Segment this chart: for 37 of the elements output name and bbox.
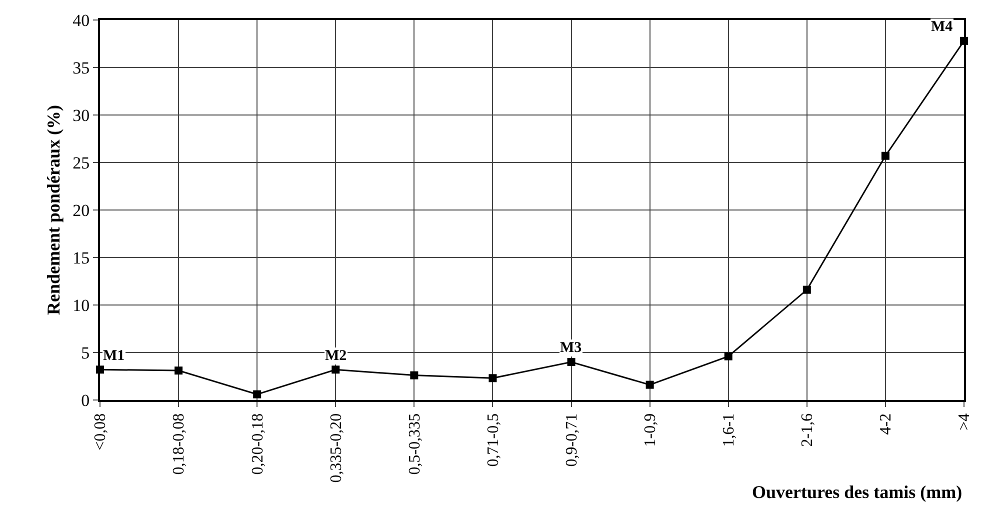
x-tick-label: 0,5-0,335 [406,413,424,475]
x-tick-label: 1-0,9 [642,413,660,447]
annotation: M3 [560,340,582,356]
annotation: M2 [325,348,347,364]
point [881,152,890,160]
x-axis-title: Ouvertures des tamis (mm) [752,482,962,502]
x-tick-label: 0,18-0,08 [170,413,188,475]
y-tick-label: 0 [81,390,90,410]
y-tick-label: 20 [72,200,90,220]
y-tick-label: 30 [72,106,90,125]
point [646,380,654,389]
point [567,358,576,366]
y-axis-title: Rendement pondéraux (%) [43,104,64,315]
x-tick-label: 2-1,6 [799,413,816,447]
point [253,390,262,398]
x-tick-label: 0,335-0,20 [328,413,345,483]
x-tick-label: >4 [956,413,974,430]
y-tick-label: 25 [72,153,90,172]
x-tick-label: 0,9-0,71 [563,413,580,467]
y-tick-label: 40 [72,10,90,30]
point [488,374,497,382]
x-tick-label: <0,08 [92,413,110,450]
y-tick-label: 10 [72,296,90,315]
annotation: M4 [931,19,954,35]
point [332,366,340,374]
point [802,286,811,294]
x-tick-label: 1,6-1 [720,413,738,447]
point [410,371,418,380]
x-tick-label: 4-2 [878,413,895,435]
annotation: M1 [103,348,125,364]
point [724,352,732,360]
x-tick-label: 0,71-0,5 [484,413,502,467]
y-tick-label: 5 [81,343,90,362]
y-tick-label: 15 [72,248,90,268]
point [174,366,183,375]
x-tick-label: 0,20-0,18 [249,413,266,475]
y-tick-label: 35 [72,58,90,78]
